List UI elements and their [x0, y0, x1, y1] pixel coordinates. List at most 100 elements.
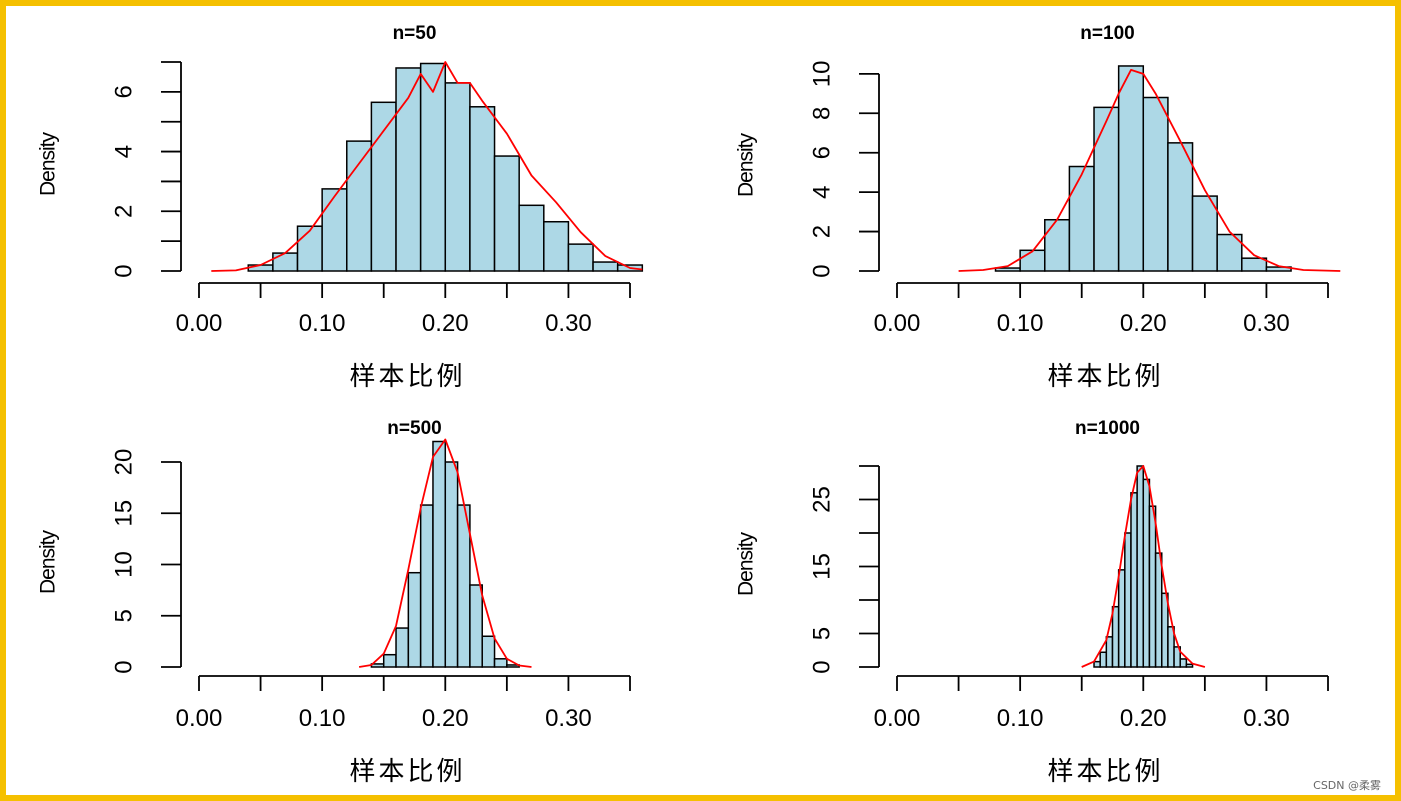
x-tick-label: 0.00: [176, 310, 223, 337]
x-tick-label: 0.00: [176, 705, 223, 732]
x-tick-label: 0.30: [1243, 310, 1290, 337]
y-tick-label: 8: [809, 107, 836, 120]
x-tick-label: 0.00: [874, 310, 921, 337]
density-line: [1081, 465, 1206, 668]
y-tick-label: 4: [111, 145, 138, 158]
x-axis-title: 样本比例: [1047, 757, 1163, 787]
x-tick-label: 0.00: [874, 705, 921, 732]
histogram-bar: [444, 82, 471, 272]
histogram-bar: [994, 267, 1021, 272]
y-tick-label: 6: [809, 146, 836, 159]
panel-n-100: n=100 0 2 4 6 8 10 Density 0.00 0.10 0.20 0.30 样本比例: [735, 23, 1341, 392]
histogram-bar: [1148, 505, 1157, 668]
histogram-bar: [1142, 96, 1169, 272]
x-axis-title: 样本比例: [349, 757, 465, 787]
histogram-bar: [1044, 218, 1071, 272]
histogram-bar: [1191, 195, 1218, 272]
histogram-bar: [493, 155, 520, 272]
histogram-bar: [1179, 658, 1188, 668]
histogram-bar: [432, 440, 447, 668]
histogram-bar: [395, 627, 410, 668]
histogram-bar: [1117, 65, 1145, 272]
histogram-bar: [1099, 651, 1108, 668]
histogram-bar: [272, 252, 299, 272]
histogram-bar: [1167, 142, 1194, 272]
histogram-bar: [444, 461, 459, 668]
histogram-bar: [382, 653, 397, 668]
histogram-bar: [567, 243, 594, 272]
y-tick-label: 6: [111, 85, 138, 98]
x-tick-label: 0.20: [422, 705, 469, 732]
y-axis-title: Density: [37, 131, 60, 196]
histogram-bar: [481, 635, 496, 668]
histogram-bar: [592, 261, 619, 272]
histogram-bar: [456, 504, 471, 668]
y-tick-label: 0: [809, 660, 836, 673]
histogram-bar: [1185, 663, 1194, 668]
y-tick-label: 5: [809, 627, 836, 640]
histogram-bar: [1241, 257, 1268, 272]
panel-n-1000: n=1000 0 5 15 25 Density 0.00 0.10 0.20 0.30 样本比例: [735, 418, 1329, 787]
y-tick-label: 2: [111, 205, 138, 218]
y-axis-title: Density: [37, 529, 60, 594]
histogram-bar: [469, 584, 483, 668]
histogram-bar: [1093, 106, 1120, 272]
x-tick-label: 0.20: [1120, 705, 1167, 732]
y-tick-label: 0: [111, 660, 138, 673]
x-axis-title: 样本比例: [1047, 362, 1163, 392]
histogram-bar: [419, 504, 434, 668]
x-tick-label: 0.10: [299, 705, 346, 732]
histogram-bar: [1068, 165, 1095, 272]
chart-title: n=50: [393, 23, 437, 44]
density-line: [358, 438, 532, 668]
histogram-bar: [1105, 636, 1114, 668]
histogram-bar: [1093, 660, 1101, 668]
histogram-bar: [370, 101, 397, 272]
x-tick-label: 0.10: [997, 310, 1044, 337]
y-tick-label: 15: [111, 500, 138, 527]
chart-title: n=100: [1080, 23, 1134, 44]
histogram-bar: [1117, 569, 1126, 668]
histogram-bar: [1136, 465, 1145, 668]
histogram-bar: [493, 658, 508, 668]
histogram-bar: [395, 67, 422, 272]
x-tick-label: 0.30: [545, 705, 592, 732]
histogram-bar: [321, 188, 348, 272]
histogram-bar: [346, 140, 373, 272]
chart-title: n=500: [387, 418, 441, 439]
x-tick-label: 0.20: [422, 310, 469, 337]
histogram-bar: [543, 220, 570, 272]
histogram-bar: [1124, 532, 1132, 668]
y-tick-label: 0: [809, 264, 836, 277]
y-tick-label: 2: [809, 225, 836, 238]
density-line: [958, 69, 1341, 272]
y-tick-label: 5: [111, 609, 138, 622]
y-tick-label: 0: [111, 264, 138, 277]
histogram-bar: [1173, 646, 1181, 668]
y-tick-label: 4: [809, 185, 836, 198]
histogram-bar: [1111, 605, 1120, 668]
histogram-bar: [518, 204, 545, 272]
panel-n-500: n=500 0 5 10 15 20 Density 0.00 0.10 0.20 0.30 样本比例: [37, 418, 631, 787]
histogram-bar: [1019, 249, 1046, 272]
chart-title: n=1000: [1075, 418, 1140, 439]
panel-n-50: n=50 0 2 4 6 Density 0.00 0.10 0.20 0.30 样本比例: [37, 23, 644, 392]
x-tick-label: 0.30: [545, 310, 592, 337]
histogram-bar: [1130, 492, 1138, 668]
x-tick-label: 0.30: [1243, 705, 1290, 732]
x-tick-label: 0.10: [997, 705, 1044, 732]
y-tick-label: 10: [111, 551, 138, 578]
watermark: CSDN @柔雾: [1313, 779, 1381, 792]
y-axis-title: Density: [735, 132, 758, 197]
histogram-bar: [469, 106, 496, 272]
y-tick-label: 10: [809, 61, 836, 88]
y-axis-title: Density: [735, 531, 758, 596]
y-tick-label: 20: [111, 449, 138, 476]
x-tick-label: 0.10: [299, 310, 346, 337]
histogram-bar: [296, 225, 323, 272]
histogram-bar: [1161, 592, 1169, 668]
histogram-bar: [1265, 266, 1292, 272]
density-line: [211, 61, 643, 272]
